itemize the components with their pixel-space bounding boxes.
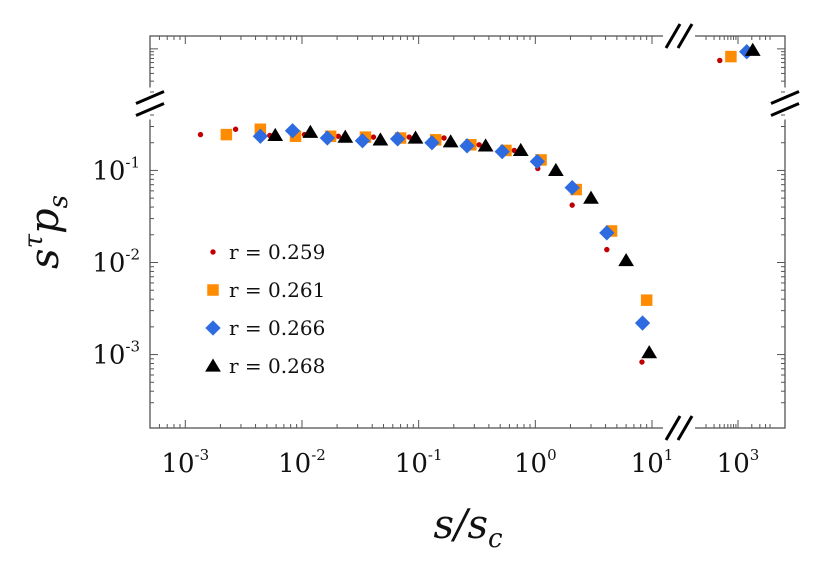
legend-label: r = 0.261 <box>229 278 325 302</box>
legend-marker <box>210 249 216 255</box>
data-point <box>335 133 342 139</box>
data-point <box>640 294 653 306</box>
data-point <box>564 180 580 196</box>
x-axis-label: s/sc <box>433 502 503 554</box>
data-point <box>407 130 424 144</box>
data-point <box>569 202 575 208</box>
data-point <box>583 190 599 204</box>
data-point <box>477 138 494 152</box>
x-tick-label: 10-1 <box>395 446 443 479</box>
y-break-left <box>135 102 165 117</box>
legend-item: r = 0.266 <box>205 316 325 340</box>
y-tick-label: 10-2 <box>92 246 140 279</box>
series-2 <box>220 50 737 306</box>
legend-marker <box>205 358 221 372</box>
x-tick-label: 10-2 <box>278 446 326 479</box>
data-point <box>599 225 615 241</box>
x-tick-labels: 10-3 10-2 10-1 100 101 103 <box>161 446 759 479</box>
data-point <box>547 162 564 177</box>
data-point <box>459 138 475 154</box>
axis-breaks <box>135 23 800 441</box>
legend-item: r = 0.259 <box>210 240 325 264</box>
data-point <box>424 135 440 151</box>
legend-marker <box>205 320 221 336</box>
y-tick-label: 10-1 <box>92 153 140 186</box>
legend-label: r = 0.266 <box>229 316 325 340</box>
series-4 <box>267 42 761 359</box>
x-break-top <box>664 23 682 49</box>
data-point <box>641 345 658 359</box>
data-point <box>289 130 302 143</box>
data-point <box>604 246 610 253</box>
x-break-top <box>676 23 694 49</box>
data-point <box>354 133 371 149</box>
x-tick-label: 100 <box>514 446 557 479</box>
legend: r = 0.259 r = 0.261 r = 0.266 r = 0.268 <box>205 240 325 378</box>
data-point <box>618 253 634 267</box>
data-point <box>442 134 459 148</box>
data-point <box>512 142 529 157</box>
data-point <box>494 143 510 160</box>
x-break-bottom <box>676 415 694 441</box>
data-point <box>529 153 545 170</box>
data-point <box>220 128 233 141</box>
y-break-right <box>770 102 800 117</box>
legend-marker <box>207 284 219 296</box>
legend-item: r = 0.261 <box>207 278 325 302</box>
y-axis-label: sτps <box>19 195 74 269</box>
data-points <box>197 42 761 365</box>
y-tick-label: 10-3 <box>92 338 140 371</box>
data-point <box>370 134 377 140</box>
x-tick-label: 101 <box>631 446 674 479</box>
x-break-bottom <box>664 415 682 441</box>
plot-frame <box>149 35 786 429</box>
y-break-left <box>135 90 165 105</box>
x-tick-label: 103 <box>717 446 760 479</box>
data-point <box>372 132 389 146</box>
legend-item: r = 0.268 <box>205 354 325 378</box>
x-tick-label: 10-3 <box>161 446 209 479</box>
y-break-right <box>770 90 800 105</box>
y-tick-labels: 10-1 10-2 10-3 <box>92 153 140 370</box>
data-point <box>639 359 645 365</box>
data-point <box>744 42 761 56</box>
data-point <box>337 129 354 143</box>
legend-label: r = 0.268 <box>229 354 325 378</box>
data-point <box>406 134 412 140</box>
data-point <box>267 127 284 142</box>
data-point <box>232 126 239 132</box>
tick-marks <box>150 36 785 428</box>
data-point <box>197 131 204 138</box>
data-point <box>476 142 482 148</box>
data-point <box>319 130 335 146</box>
data-point <box>284 123 301 139</box>
data-point <box>302 124 319 138</box>
data-point <box>725 50 737 63</box>
data-point <box>252 128 269 144</box>
data-point <box>441 135 447 141</box>
series-3 <box>252 44 755 331</box>
legend-label: r = 0.259 <box>229 240 325 264</box>
data-point <box>389 131 406 147</box>
data-point <box>634 315 651 331</box>
data-point <box>717 57 723 64</box>
